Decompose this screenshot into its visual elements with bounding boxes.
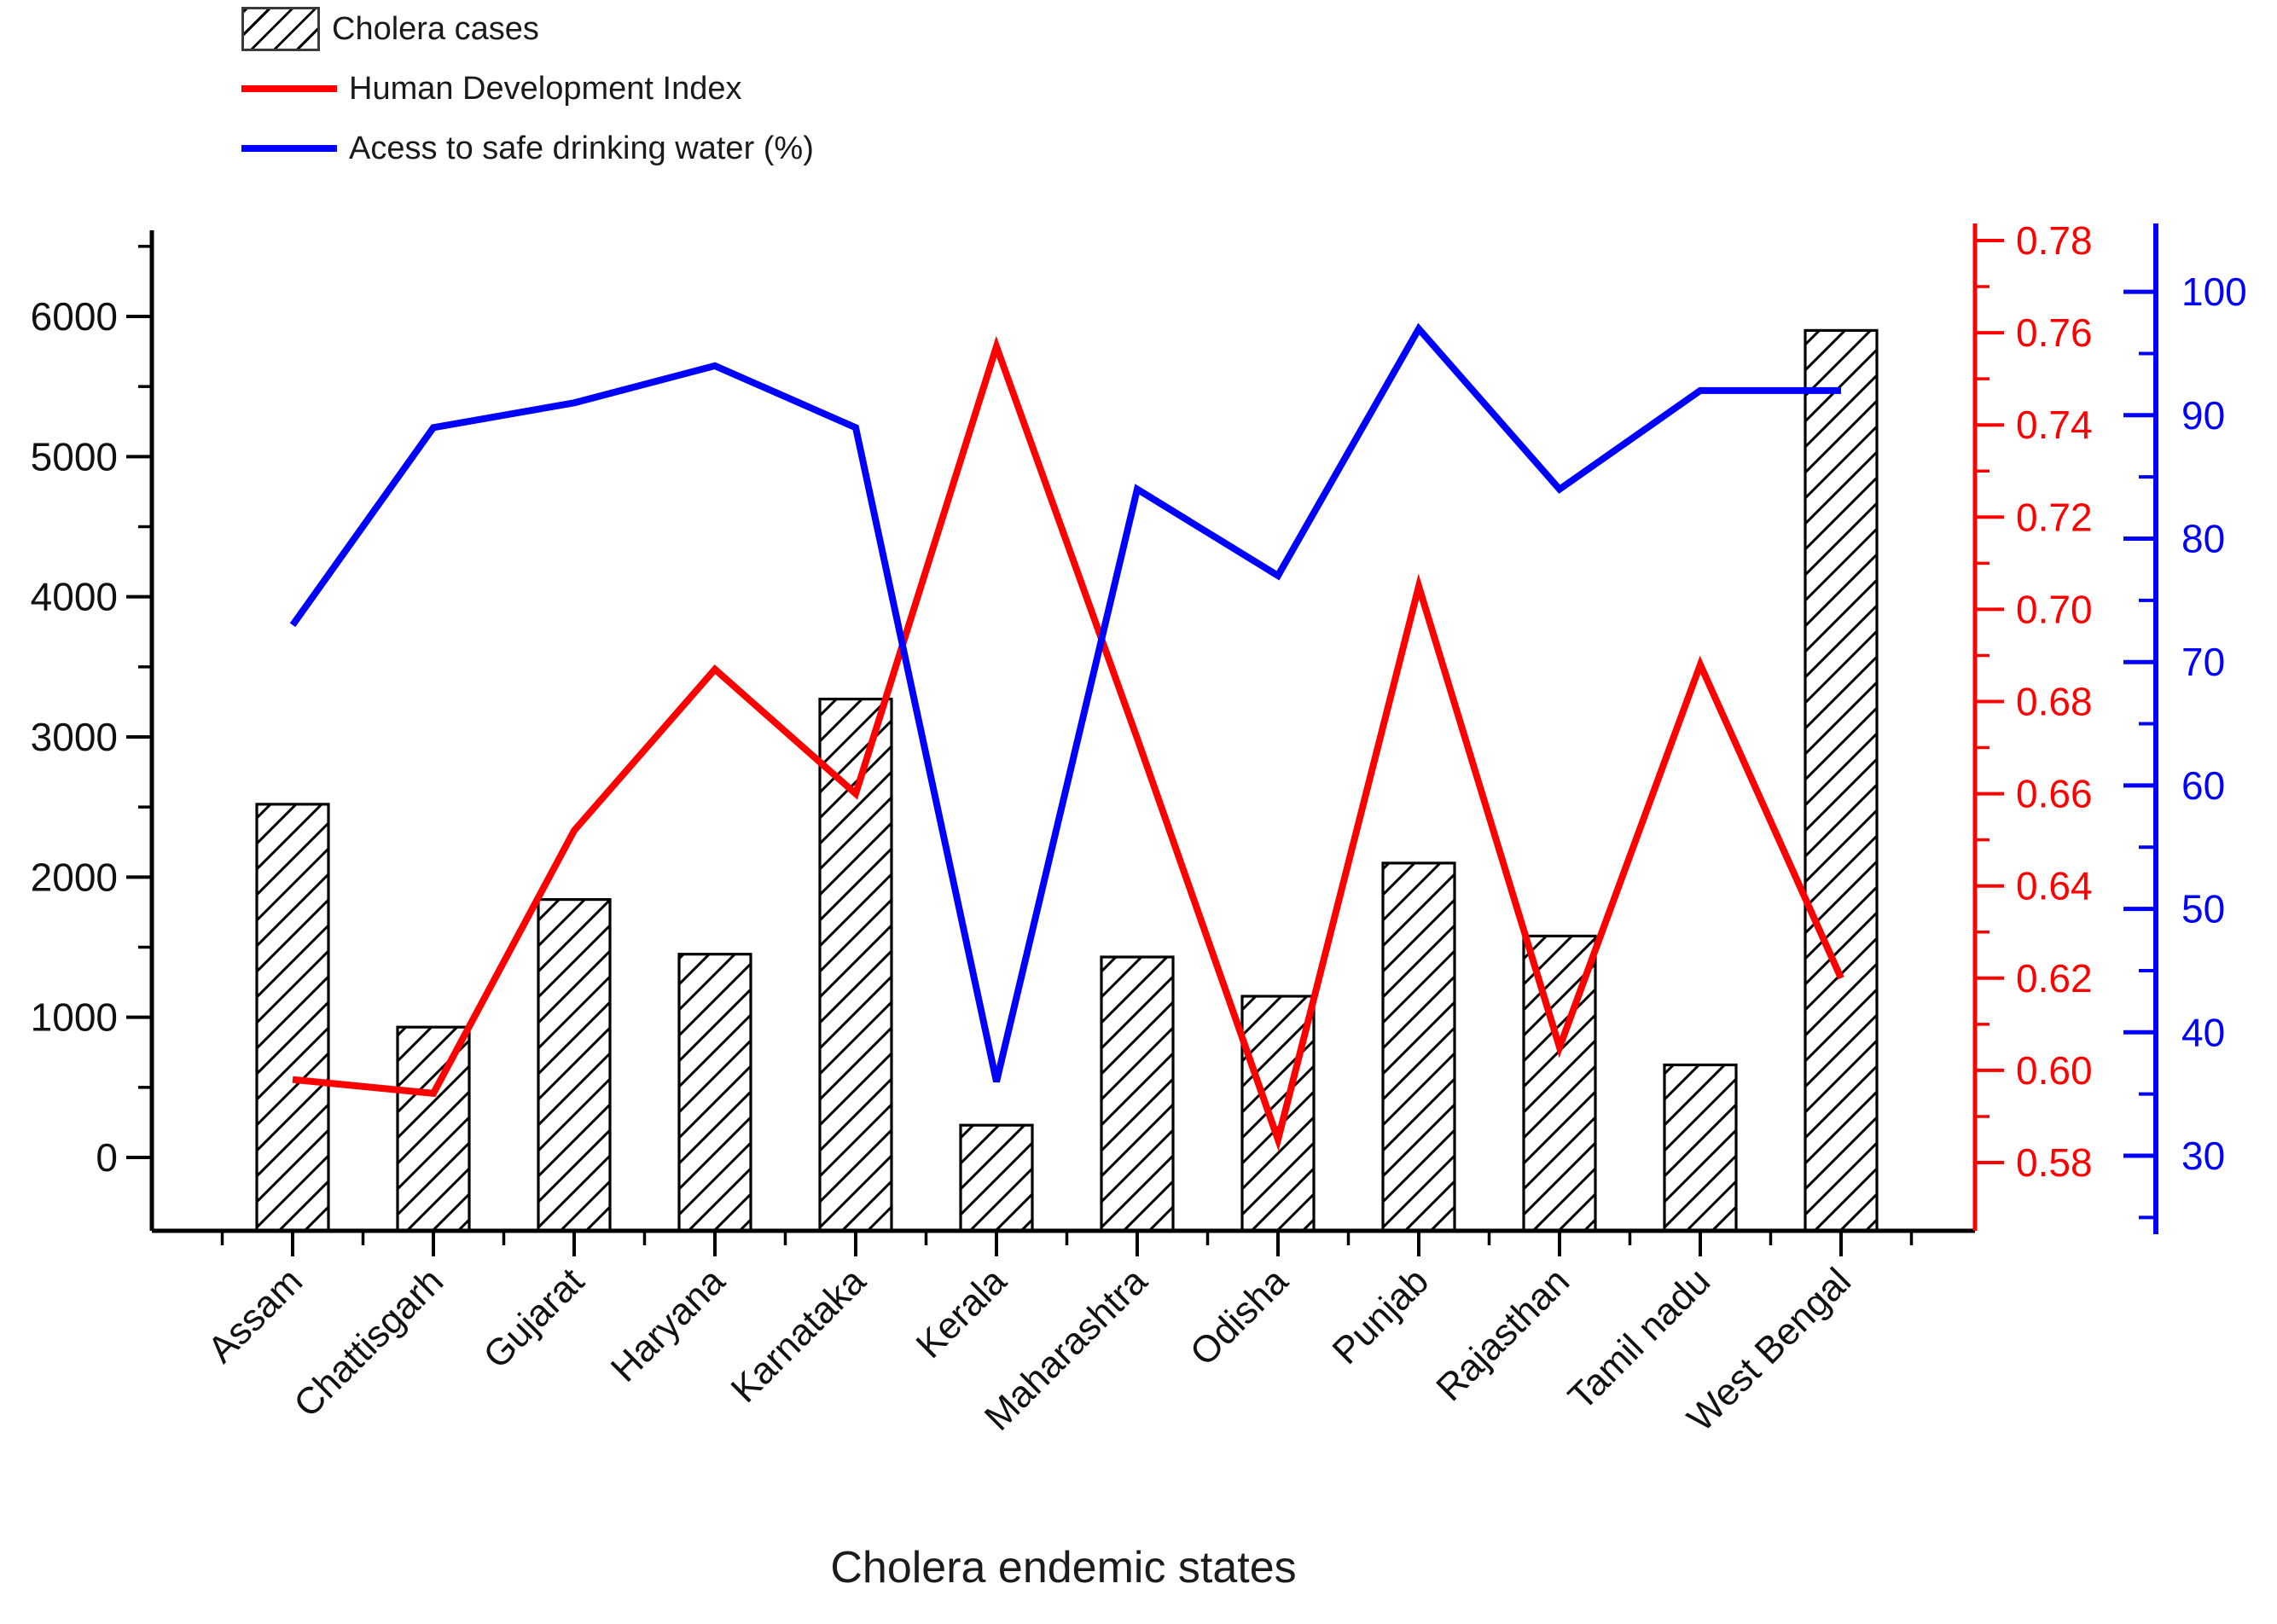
bar-haryana — [677, 953, 752, 1232]
legend-label-water: Acess to safe drinking water (%) — [349, 130, 814, 166]
bar-karnataka — [818, 697, 893, 1232]
red-axis-tick-label: 0.64 — [2016, 864, 2093, 908]
legend-label-hdi: Human Development Index — [349, 70, 742, 107]
blue-axis-tick-label: 40 — [2181, 1010, 2225, 1054]
x-axis-category-label: Haryana — [603, 1260, 734, 1390]
left-axis-tick-label: 4000 — [31, 575, 118, 619]
x-axis-title: Cholera endemic states — [830, 1543, 1297, 1592]
blue-axis-tick-label: 50 — [2181, 887, 2225, 931]
x-axis-category-label: Kerala — [908, 1260, 1014, 1366]
bar-assam — [255, 803, 330, 1232]
legend-label-cholera-cases: Cholera cases — [332, 10, 539, 47]
red-axis-tick-label: 0.76 — [2016, 310, 2093, 355]
hatched-bar-swatch-icon — [241, 7, 320, 51]
x-axis-category-label: Assam — [200, 1260, 311, 1371]
bar-tamil-nadu — [1663, 1063, 1738, 1232]
red-axis-tick-label: 0.58 — [2016, 1140, 2093, 1185]
bar-kerala — [959, 1123, 1034, 1232]
red-axis-tick-label: 0.66 — [2016, 772, 2093, 816]
legend: Cholera cases Human Development Index Ac… — [241, 5, 814, 172]
legend-item-cholera-cases: Cholera cases — [241, 5, 814, 53]
red-axis-tick-label: 0.78 — [2016, 218, 2093, 263]
legend-item-water: Acess to safe drinking water (%) — [241, 125, 814, 172]
left-axis-tick-label: 3000 — [31, 715, 118, 759]
x-axis-category-label: Punjab — [1325, 1260, 1438, 1372]
blue-axis-tick-label: 60 — [2181, 763, 2225, 808]
bar-gujarat — [537, 897, 612, 1232]
blue-axis-tick-label: 80 — [2181, 517, 2225, 561]
x-axis-category-label: Rajasthan — [1428, 1260, 1577, 1409]
left-axis-tick-label: 6000 — [31, 294, 118, 339]
legend-item-hdi: Human Development Index — [241, 65, 814, 113]
left-axis-tick-label: 1000 — [31, 995, 118, 1040]
hdi-line — [292, 335, 1844, 1151]
blue-axis-tick-label: 70 — [2181, 640, 2225, 684]
red-axis-tick-label: 0.70 — [2016, 587, 2093, 631]
left-axis-tick-label: 5000 — [31, 434, 118, 478]
x-axis-category-label: Karnataka — [723, 1260, 874, 1411]
red-axis-tick-label: 0.68 — [2016, 680, 2093, 724]
bar-maharashtra — [1100, 955, 1175, 1232]
red-axis-tick-label: 0.62 — [2016, 956, 2093, 1000]
red-axis-tick-label: 0.72 — [2016, 495, 2093, 539]
blue-line-swatch-icon — [241, 145, 337, 152]
blue-axis-tick-label: 90 — [2181, 393, 2225, 438]
red-axis-tick-label: 0.60 — [2016, 1048, 2093, 1093]
x-axis-category-label: Chattisgarh — [286, 1260, 451, 1425]
bar-chattisgarh — [396, 1025, 471, 1232]
axes-layer: 0 1000 2000 3000 4000 5000 6000 AssamChattisgar… — [31, 218, 2247, 1440]
bar-punjab — [1381, 861, 1456, 1232]
line-series-layer — [289, 322, 1844, 1151]
blue-axis-tick-label: 100 — [2181, 270, 2247, 314]
x-axis-category-label: Odisha — [1182, 1260, 1297, 1374]
x-axis-category-label: Gujarat — [475, 1260, 592, 1377]
bar-series-cholera-cases — [255, 328, 1879, 1232]
water-access-line — [289, 322, 1841, 1083]
red-axis-tick-label: 0.74 — [2016, 403, 2093, 447]
left-axis-tick-label: 2000 — [31, 855, 118, 899]
left-axis-tick-label: 0 — [96, 1135, 118, 1180]
red-line-swatch-icon — [241, 85, 337, 92]
blue-axis-tick-label: 30 — [2181, 1134, 2225, 1178]
bar-west-bengal — [1804, 328, 1879, 1232]
